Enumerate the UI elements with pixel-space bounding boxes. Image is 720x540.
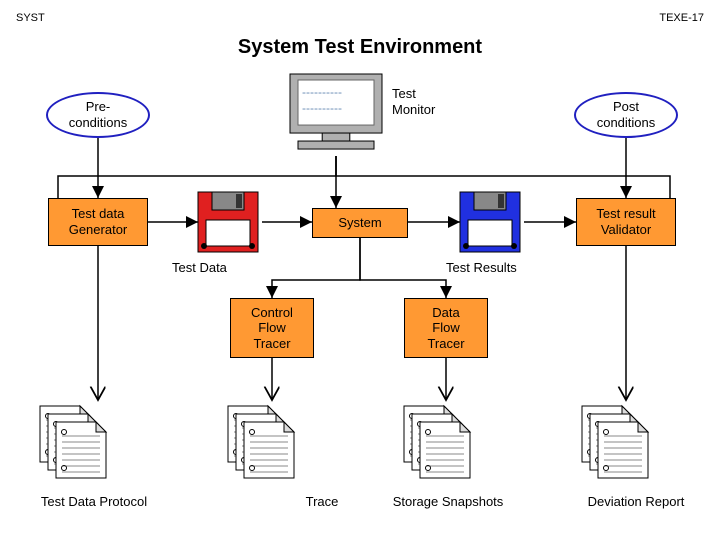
header-right: TEXE-17 — [659, 12, 704, 24]
svg-text:----------: ---------- — [302, 101, 342, 115]
connector-layer: ---------- ---------- — [0, 0, 720, 540]
document-stack-icon — [582, 406, 648, 478]
postconditions-node: Postconditions — [574, 92, 678, 138]
test_results-label: Test Results — [446, 260, 517, 276]
test_data-label: Test Data — [172, 260, 227, 276]
system-node: System — [312, 208, 408, 238]
preconditions-node: Pre-conditions — [46, 92, 150, 138]
ctrl_tracer-node: ControlFlowTracer — [230, 298, 314, 358]
test_data_gen-node: Test dataGenerator — [48, 198, 148, 246]
page-title: System Test Environment — [0, 36, 720, 59]
docstack-label: Storage Snapshots — [378, 494, 518, 510]
svg-text:----------: ---------- — [302, 85, 342, 99]
monitor-label: TestMonitor — [392, 86, 472, 117]
test_result_val-node: Test resultValidator — [576, 198, 676, 246]
header-left: SYST — [16, 12, 45, 24]
floppy-icon — [460, 192, 520, 252]
monitor-icon: ---------- ---------- — [290, 74, 382, 149]
docstack-label: Deviation Report — [566, 494, 706, 510]
document-stack-icon — [404, 406, 470, 478]
docstack-label: Trace — [252, 494, 392, 510]
floppy-icon — [198, 192, 258, 252]
document-stack-icon — [40, 406, 106, 478]
docstack-label: Test Data Protocol — [24, 494, 164, 510]
document-stack-icon — [228, 406, 294, 478]
data_tracer-node: DataFlowTracer — [404, 298, 488, 358]
